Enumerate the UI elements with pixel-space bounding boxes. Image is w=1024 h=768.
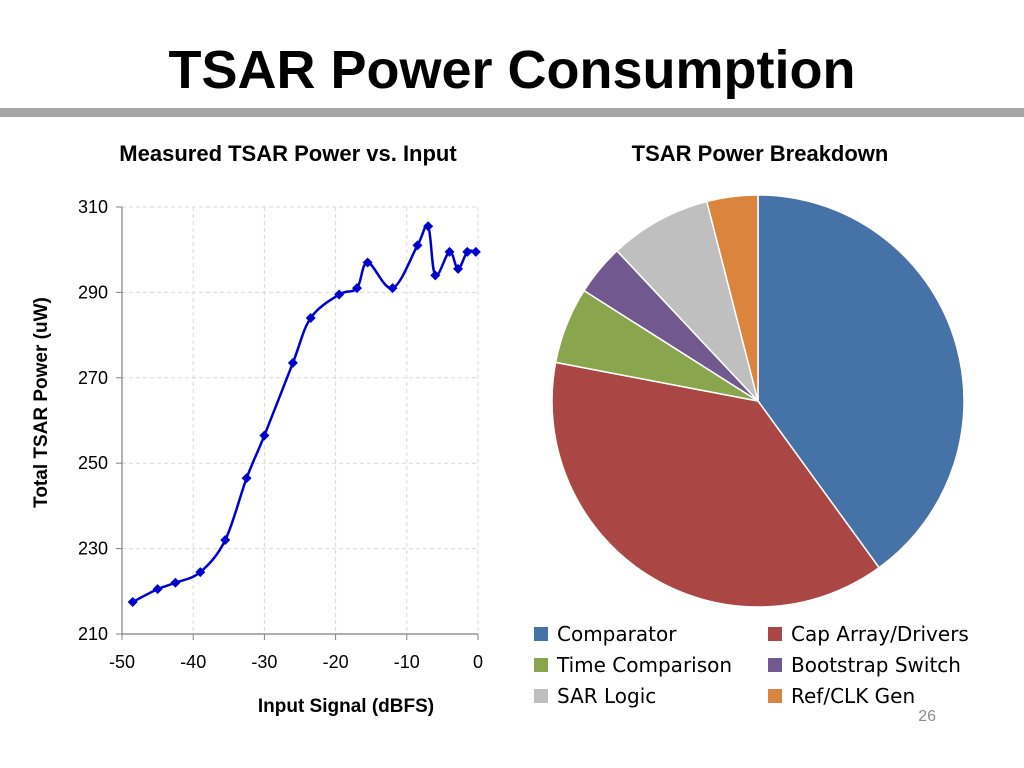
legend-swatch: [768, 658, 782, 672]
y-tick-label: 310: [78, 197, 108, 217]
data-point-marker: [259, 430, 270, 441]
legend-item: Comparator: [534, 622, 676, 646]
legend-item: Cap Array/Drivers: [768, 622, 969, 646]
legend-swatch: [534, 689, 548, 703]
legend-item: SAR Logic: [534, 684, 656, 708]
x-tick-label: -10: [394, 652, 420, 672]
y-tick-label: 210: [78, 624, 108, 644]
line-plot-area: [116, 206, 479, 640]
x-tick-label: -30: [251, 652, 277, 672]
pie-slice: [757, 194, 965, 569]
data-point-marker: [453, 263, 464, 274]
data-point-marker: [423, 221, 434, 232]
data-point-marker: [462, 246, 473, 257]
line-chart-title: Measured TSAR Power vs. Input: [119, 141, 457, 166]
data-point-marker: [470, 246, 481, 257]
y-tick-label: 290: [78, 282, 108, 302]
pie-slice: [551, 361, 881, 608]
legend-label: SAR Logic: [557, 684, 657, 708]
y-axis-title: Total TSAR Power (uW): [31, 297, 52, 508]
legend-label: Ref/CLK Gen: [791, 684, 916, 708]
data-point-marker: [152, 584, 163, 595]
legend-label: Bootstrap Switch: [791, 653, 961, 677]
legend-item: Time Comparison: [534, 653, 732, 677]
data-point-marker: [334, 289, 345, 300]
x-tick-label: -40: [180, 652, 206, 672]
legend-item: Ref/CLK Gen: [768, 684, 915, 708]
data-point-marker: [351, 283, 362, 294]
y-tick-label: 230: [78, 539, 108, 559]
data-point-marker: [127, 596, 138, 607]
data-point-marker: [305, 313, 316, 324]
y-tick-label: 250: [78, 453, 108, 473]
y-tick-label: 270: [78, 368, 108, 388]
legend-swatch: [534, 658, 548, 672]
data-point-marker: [241, 473, 252, 484]
data-point-marker: [287, 357, 298, 368]
title-divider: [0, 108, 1024, 117]
legend-item: Bootstrap Switch: [768, 653, 961, 677]
legend-swatch: [768, 689, 782, 703]
legend-swatch: [534, 627, 548, 641]
data-point-marker: [362, 257, 373, 268]
data-point-marker: [170, 577, 181, 588]
x-tick-label: -50: [109, 652, 135, 672]
pie-slice: [615, 200, 759, 402]
pie-chart: 40%38%6%4%8%4%: [551, 194, 965, 608]
pie-slice: [705, 194, 759, 402]
data-point-marker: [444, 246, 455, 257]
series-line: [132, 223, 477, 604]
legend-swatch: [768, 627, 782, 641]
data-point-marker: [430, 270, 441, 281]
pie-chart-title: TSAR Power Breakdown: [631, 141, 889, 166]
slide-title: TSAR Power Consumption: [168, 40, 856, 100]
data-point-marker: [412, 240, 423, 251]
line-chart: -50 -40 -30 -20 -10 0 210 230 250 270 290 310 Input …: [31, 197, 483, 717]
data-point-marker: [220, 535, 231, 546]
legend-label: Time Comparison: [557, 653, 733, 677]
page-number: 26: [918, 708, 936, 725]
data-point-marker: [387, 283, 398, 294]
x-tick-label: 0: [473, 652, 483, 672]
legend-label: Comparator: [557, 622, 677, 646]
x-axis-title: Input Signal (dBFS): [258, 696, 434, 717]
x-tick-label: -20: [323, 652, 349, 672]
legend-label: Cap Array/Drivers: [791, 622, 969, 646]
data-point-marker: [195, 567, 206, 578]
